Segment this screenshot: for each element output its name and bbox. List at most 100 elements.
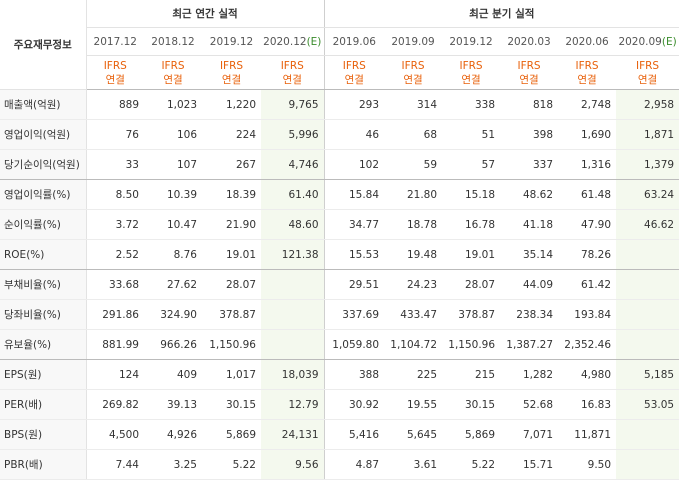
value-cell: 4.87 bbox=[323, 449, 385, 480]
value-cell: 19.01 bbox=[202, 239, 261, 270]
value-cell: 881.99 bbox=[86, 329, 144, 360]
value-cell: 52.68 bbox=[500, 389, 559, 420]
value-cell: 1,150.96 bbox=[202, 329, 261, 360]
value-cell: 1,690 bbox=[558, 119, 617, 150]
ifrs-header: IFRS 연결 bbox=[500, 55, 559, 90]
value-cell: 59 bbox=[384, 149, 443, 180]
value-cell: 1,316 bbox=[558, 149, 617, 180]
annual-group-header: 최근 연간 실적 bbox=[86, 0, 325, 28]
value-cell: 2,352.46 bbox=[558, 329, 617, 360]
period-header: 2019.12 bbox=[202, 27, 261, 56]
value-cell: 47.90 bbox=[558, 209, 617, 240]
value-cell: 30.92 bbox=[323, 389, 385, 420]
ifrs-label: IFRS bbox=[517, 59, 541, 72]
value-cell bbox=[261, 269, 325, 300]
value-cell: 78.26 bbox=[558, 239, 617, 270]
consolidated-label: 연결 bbox=[163, 73, 183, 86]
value-cell: 267 bbox=[202, 149, 261, 180]
value-cell: 3.61 bbox=[384, 449, 443, 480]
value-cell: 21.80 bbox=[384, 179, 443, 210]
value-cell: 10.39 bbox=[144, 179, 202, 210]
value-cell: 48.60 bbox=[261, 209, 325, 240]
ifrs-header: IFRS 연결 bbox=[144, 55, 202, 90]
row-label: BPS(원) bbox=[0, 419, 87, 450]
value-cell: 44.09 bbox=[500, 269, 559, 300]
row-label: 순이익률(%) bbox=[0, 209, 87, 240]
period-header: 2020.12(E) bbox=[261, 27, 325, 56]
value-cell: 28.07 bbox=[442, 269, 501, 300]
period-header: 2018.12 bbox=[144, 27, 202, 56]
value-cell: 11,871 bbox=[558, 419, 617, 450]
value-cell: 5,869 bbox=[202, 419, 261, 450]
table-row: 유보율(%) 881.99 966.26 1,150.96 1,059.80 1,104.… bbox=[0, 329, 679, 360]
value-cell: 18,039 bbox=[261, 359, 325, 390]
value-cell: 18.78 bbox=[384, 209, 443, 240]
value-cell: 5,645 bbox=[384, 419, 443, 450]
period-label: 2020.03 bbox=[507, 35, 551, 48]
row-label-header: 주요재무정보 bbox=[0, 0, 87, 90]
ifrs-label: IFRS bbox=[280, 59, 304, 72]
ifrs-label: IFRS bbox=[219, 59, 244, 72]
value-cell: 35.14 bbox=[500, 239, 559, 270]
value-cell: 338 bbox=[442, 89, 501, 120]
value-cell: 15.71 bbox=[500, 449, 559, 480]
ifrs-label: IFRS bbox=[103, 59, 127, 72]
value-cell: 29.51 bbox=[323, 269, 385, 300]
row-label: 영업이익(억원) bbox=[0, 119, 87, 150]
value-cell bbox=[616, 449, 679, 480]
value-cell: 238.34 bbox=[500, 299, 559, 330]
value-cell: 9.50 bbox=[558, 449, 617, 480]
row-label: EPS(원) bbox=[0, 359, 87, 390]
value-cell: 1,059.80 bbox=[323, 329, 385, 360]
value-cell: 28.07 bbox=[202, 269, 261, 300]
ifrs-header: IFRS 연결 bbox=[384, 55, 443, 90]
value-cell: 1,104.72 bbox=[384, 329, 443, 360]
value-cell: 48.62 bbox=[500, 179, 559, 210]
value-cell: 30.15 bbox=[202, 389, 261, 420]
value-cell: 19.48 bbox=[384, 239, 443, 270]
value-cell: 8.50 bbox=[86, 179, 144, 210]
period-label: 2017.12 bbox=[93, 35, 137, 48]
value-cell: 30.15 bbox=[442, 389, 501, 420]
consolidated-label: 연결 bbox=[282, 73, 302, 86]
estimate-tag: (E) bbox=[306, 35, 322, 48]
ifrs-header: IFRS 연결 bbox=[442, 55, 501, 90]
value-cell: 388 bbox=[323, 359, 385, 390]
value-cell: 7.44 bbox=[86, 449, 144, 480]
period-label: 2019.12 bbox=[209, 35, 254, 48]
consolidated-label: 연결 bbox=[461, 73, 481, 86]
value-cell: 889 bbox=[86, 89, 144, 120]
value-cell: 1,282 bbox=[500, 359, 559, 390]
period-header: 2019.09 bbox=[384, 27, 443, 56]
value-cell: 269.82 bbox=[86, 389, 144, 420]
period-label: 2019.12 bbox=[449, 35, 493, 48]
value-cell: 102 bbox=[323, 149, 385, 180]
row-label: PER(배) bbox=[0, 389, 87, 420]
table-row: ROE(%) 2.52 8.76 19.01 121.38 15.53 19.48 19.01… bbox=[0, 239, 679, 270]
value-cell: 46 bbox=[323, 119, 385, 150]
table-row: 영업이익률(%) 8.50 10.39 18.39 61.40 15.84 21.80 15.… bbox=[0, 179, 679, 210]
period-label: 2018.12 bbox=[151, 35, 195, 48]
value-cell: 4,980 bbox=[558, 359, 617, 390]
row-label: PBR(배) bbox=[0, 449, 87, 480]
value-cell: 46.62 bbox=[616, 209, 679, 240]
row-label: 영업이익률(%) bbox=[0, 179, 87, 210]
value-cell: 398 bbox=[500, 119, 559, 150]
value-cell bbox=[616, 329, 679, 360]
value-cell: 224 bbox=[202, 119, 261, 150]
value-cell: 966.26 bbox=[144, 329, 202, 360]
ifrs-label: IFRS bbox=[401, 59, 425, 72]
value-cell: 1,017 bbox=[202, 359, 261, 390]
value-cell: 16.83 bbox=[558, 389, 617, 420]
value-cell: 61.42 bbox=[558, 269, 617, 300]
value-cell: 16.78 bbox=[442, 209, 501, 240]
value-cell: 107 bbox=[144, 149, 202, 180]
ifrs-header: IFRS 연결 bbox=[616, 55, 679, 90]
row-label: 당기순이익(억원) bbox=[0, 149, 87, 180]
value-cell: 5,996 bbox=[261, 119, 325, 150]
value-cell bbox=[616, 419, 679, 450]
value-cell bbox=[616, 299, 679, 330]
period-header: 2019.12 bbox=[442, 27, 501, 56]
value-cell: 24.23 bbox=[384, 269, 443, 300]
